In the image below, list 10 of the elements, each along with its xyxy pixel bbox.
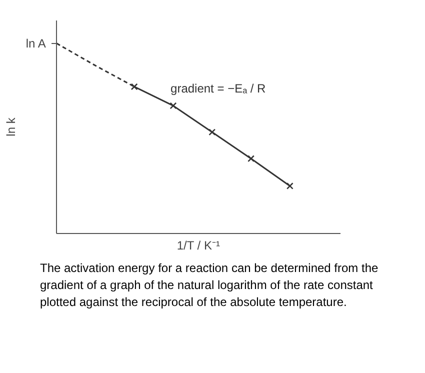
text: ln A (26, 36, 46, 50)
text: The activation energy for a reaction can be determined from the gradient of a graph of the natural logarithm of the rate constant plotted against the reciprocal of the absolute temperature. (40, 260, 380, 312)
x-axis-title: 1/T / K⁻¹ (176, 238, 220, 252)
point (208, 128, 216, 136)
y-axis-title: ln k (4, 116, 18, 136)
point (286, 182, 294, 190)
point (130, 83, 138, 90)
point (170, 102, 177, 110)
annotation: gradient = −Eₐ / R (170, 82, 266, 96)
point (248, 155, 254, 162)
